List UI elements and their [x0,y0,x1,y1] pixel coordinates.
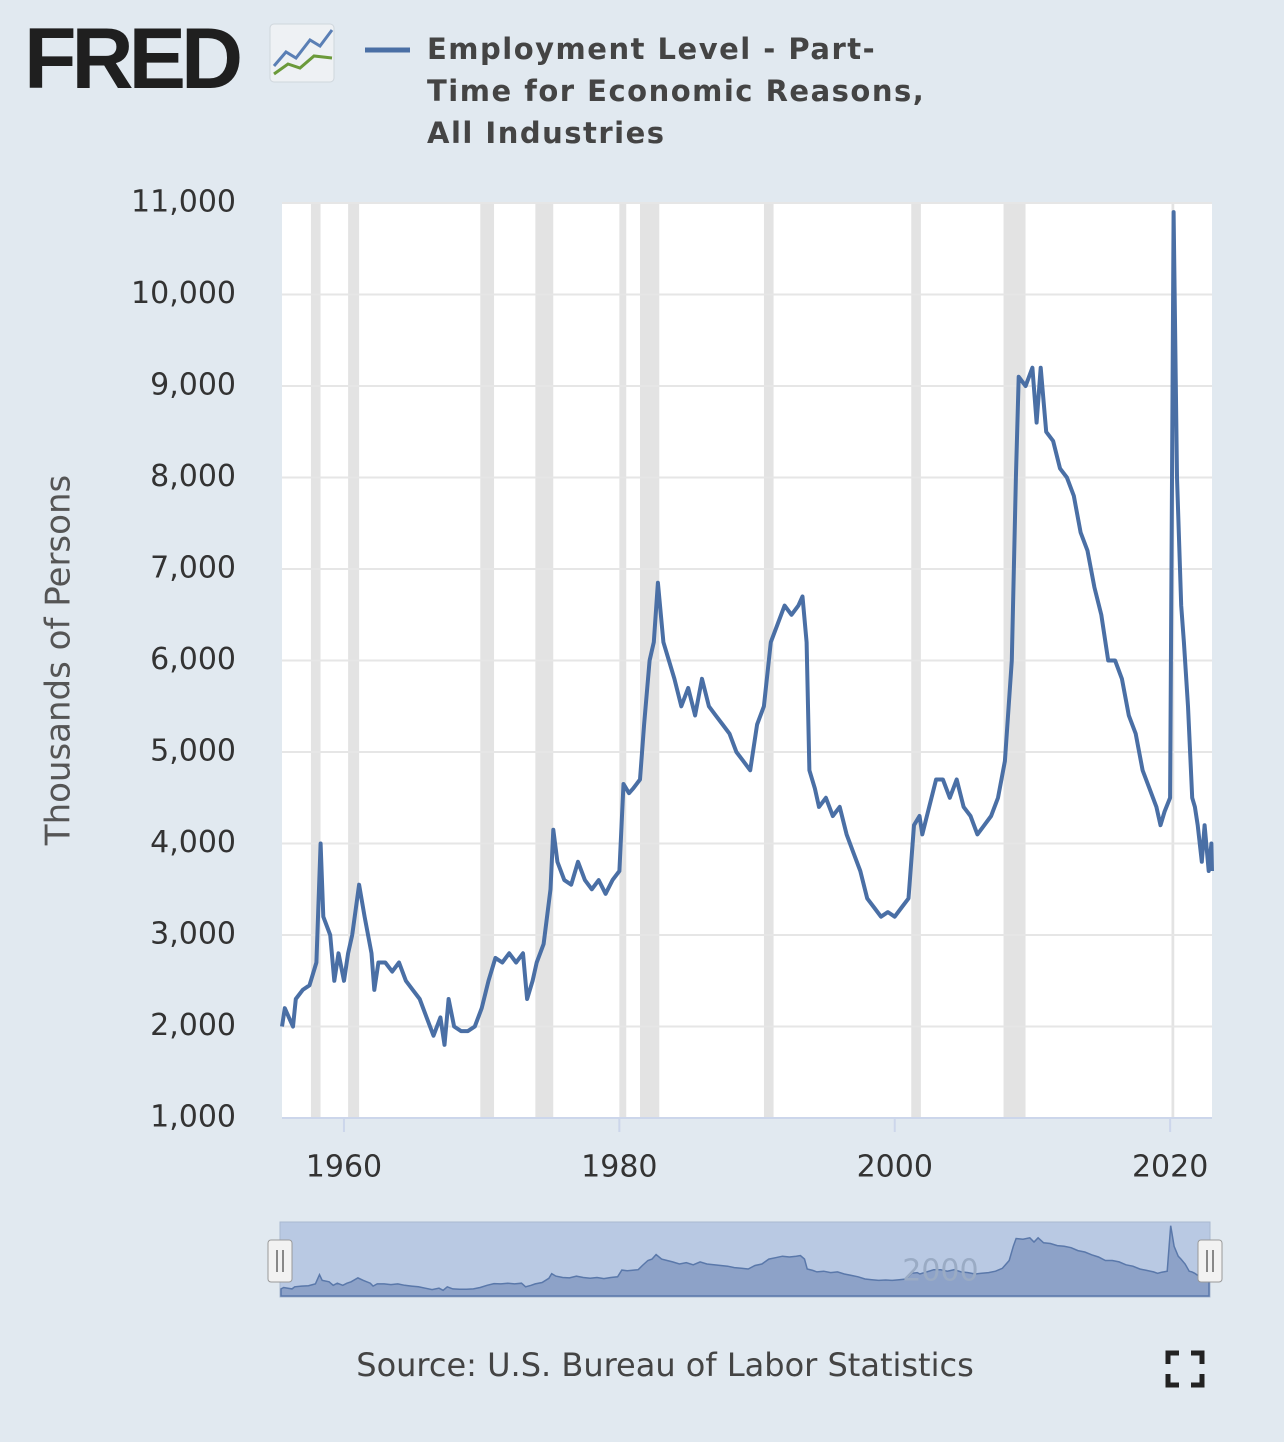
y-tick-label: 3,000 [150,917,236,952]
y-tick-label: 5,000 [150,734,236,769]
logo-icon [269,23,335,83]
navigator-area [280,1225,1210,1297]
y-tick-label: 11,000 [131,185,236,220]
y-tick-label: 1,000 [150,1100,236,1135]
logo: FRED [24,11,243,107]
x-tick-label: 2000 [857,1150,933,1185]
lines [280,210,1214,1047]
y-axis-label: Thousands of Persons [39,475,79,846]
series-line [280,210,1214,1047]
x-tick-label: 1980 [581,1150,657,1185]
y-tick-label: 2,000 [150,1008,236,1043]
fullscreen-button[interactable] [1165,1350,1205,1388]
legend-label: Employment Level - Part-Time for Economi… [427,32,926,150]
navigator-handle-right[interactable] [1197,1239,1223,1283]
x-tick-label: 2020 [1132,1150,1208,1185]
x-tick-label: 1960 [306,1150,382,1185]
navigator-tick-label: 2000 [902,1254,978,1289]
y-tick-label: 10,000 [131,276,236,311]
navigator-handle-left[interactable] [267,1239,293,1283]
navigator-series: 2000 [280,1225,1210,1297]
y-tick-label: 8,000 [150,459,236,494]
y-tick-label: 9,000 [150,368,236,403]
y-tick-label: 7,000 [150,551,236,586]
y-tick-label: 6,000 [150,642,236,677]
y-tick-label: 4,000 [150,825,236,860]
source: Source: U.S. Bureau of Labor Statistics [356,1346,974,1384]
